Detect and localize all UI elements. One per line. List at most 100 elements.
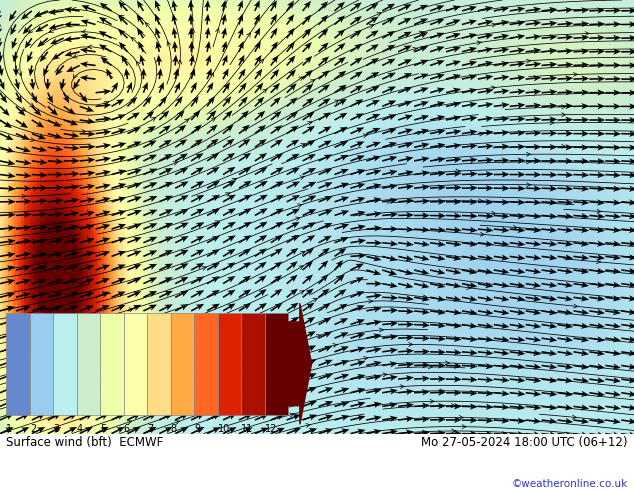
Text: 1: 1 [6,424,13,434]
Bar [194,313,217,415]
FancyArrowPatch shape [104,101,108,105]
Bar [53,313,77,415]
Bar [77,313,100,415]
FancyArrowPatch shape [51,399,56,403]
FancyArrowPatch shape [413,48,418,51]
FancyArrowPatch shape [295,217,301,220]
FancyArrowPatch shape [22,195,26,198]
Text: ©weatheronline.co.uk: ©weatheronline.co.uk [512,479,628,489]
FancyArrowPatch shape [306,30,310,33]
FancyArrowPatch shape [56,229,61,233]
FancyArrowPatch shape [202,267,206,270]
FancyArrowPatch shape [167,42,171,46]
Bar [147,313,171,415]
Text: Surface wind (bft)  ECMWF: Surface wind (bft) ECMWF [6,437,164,449]
FancyArrowPatch shape [191,29,195,33]
FancyArrowPatch shape [379,328,384,332]
Text: 9: 9 [194,424,200,434]
FancyArrowPatch shape [562,113,566,117]
FancyArrowPatch shape [224,334,228,338]
Text: 2: 2 [30,424,36,434]
FancyArrowPatch shape [300,176,305,179]
FancyArrowPatch shape [363,134,368,138]
Text: 8: 8 [171,424,177,434]
FancyArrowPatch shape [423,295,428,299]
FancyArrowPatch shape [152,118,156,121]
FancyArrowPatch shape [30,103,34,107]
Bar [217,313,241,415]
FancyArrowPatch shape [226,193,230,196]
FancyArrowPatch shape [129,308,134,312]
FancyArrowPatch shape [30,138,36,142]
FancyArrowPatch shape [211,118,216,122]
Bar [264,313,288,415]
FancyArrowPatch shape [492,23,496,27]
FancyArrowPatch shape [209,318,213,322]
FancyArrowPatch shape [333,343,338,347]
FancyArrowPatch shape [306,423,311,427]
FancyArrowPatch shape [22,107,25,111]
FancyArrowPatch shape [467,286,471,290]
FancyArrowPatch shape [34,187,38,191]
FancyArrowPatch shape [445,361,450,365]
FancyArrowPatch shape [456,169,460,173]
FancyArrowPatch shape [184,119,189,123]
FancyArrowPatch shape [585,32,590,36]
FancyArrowPatch shape [262,89,267,93]
FancyArrowPatch shape [32,294,37,298]
FancyArrowPatch shape [359,170,364,174]
FancyArrowPatch shape [88,45,92,49]
FancyArrowPatch shape [459,416,463,419]
Text: 7: 7 [147,424,153,434]
FancyArrowPatch shape [175,420,179,424]
FancyArrowPatch shape [596,260,601,264]
FancyArrowPatch shape [316,335,321,338]
FancyArrowPatch shape [481,232,485,236]
FancyArrowPatch shape [335,100,339,103]
FancyArrowPatch shape [33,240,37,244]
FancyArrowPatch shape [42,308,48,312]
FancyArrowPatch shape [526,152,531,156]
FancyArrowPatch shape [127,420,131,424]
FancyArrowPatch shape [49,29,53,32]
FancyArrowPatch shape [44,269,48,273]
Bar [100,313,124,415]
FancyArrowPatch shape [73,385,78,389]
FancyArrowPatch shape [74,74,77,79]
FancyArrowPatch shape [294,236,299,239]
FancyArrowPatch shape [363,356,368,360]
FancyArrowPatch shape [42,340,47,343]
FancyArrowPatch shape [462,425,467,429]
Text: 11: 11 [241,424,254,434]
FancyArrowPatch shape [573,73,578,76]
Bar [124,313,147,415]
FancyArrowPatch shape [63,365,68,368]
Text: 5: 5 [100,424,107,434]
FancyArrowPatch shape [419,31,424,35]
Text: 3: 3 [53,424,60,434]
Text: 4: 4 [77,424,83,434]
FancyArrowPatch shape [173,162,178,165]
FancyArrowPatch shape [301,251,305,255]
FancyArrowPatch shape [526,59,531,63]
FancyArrowPatch shape [293,330,297,334]
FancyArrowPatch shape [299,266,303,270]
FancyArrowPatch shape [562,145,566,148]
FancyArrowPatch shape [259,59,264,63]
FancyArrowPatch shape [18,72,22,76]
FancyArrow shape [288,303,311,424]
FancyArrowPatch shape [526,160,531,164]
FancyArrowPatch shape [301,144,305,147]
FancyArrowPatch shape [82,129,86,133]
Text: 12: 12 [264,424,277,434]
FancyArrowPatch shape [550,49,555,53]
FancyArrowPatch shape [377,13,381,16]
FancyArrowPatch shape [440,389,444,393]
FancyArrowPatch shape [479,199,483,203]
FancyArrowPatch shape [369,24,373,28]
FancyArrowPatch shape [44,261,49,265]
FancyArrowPatch shape [383,373,387,377]
FancyArrowPatch shape [430,399,434,403]
FancyArrowPatch shape [409,343,413,346]
Bar [6,313,30,415]
